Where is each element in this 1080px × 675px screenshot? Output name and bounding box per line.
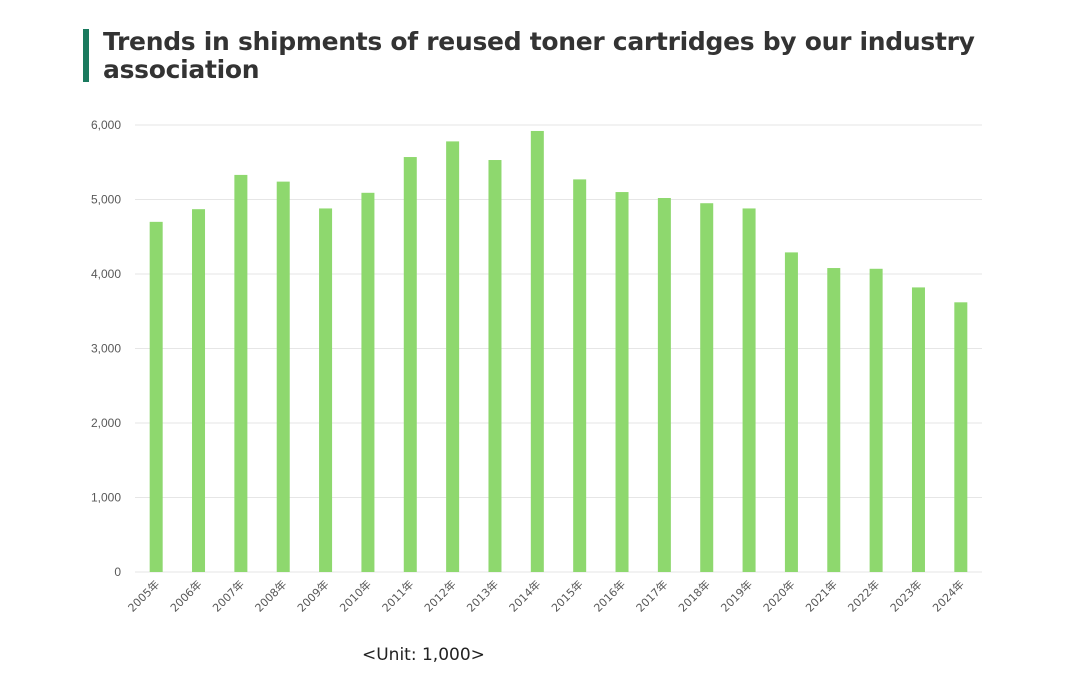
y-tick-label: 4,000 — [91, 267, 121, 281]
bar — [657, 198, 671, 572]
bar — [403, 157, 417, 572]
x-tick-label: 2014年 — [506, 577, 543, 614]
y-tick-label: 0 — [114, 565, 121, 579]
x-tick-label: 2016年 — [591, 577, 628, 614]
x-tick-label: 2024年 — [929, 577, 966, 614]
bar — [530, 130, 544, 572]
chart-title: Trends in shipments of reused toner cart… — [103, 27, 975, 84]
bar — [234, 174, 248, 573]
x-tick-label: 2020年 — [760, 577, 797, 614]
y-tick-label: 3,000 — [91, 342, 121, 356]
x-tick-label: 2023年 — [887, 577, 924, 614]
x-tick-label: 2017年 — [633, 577, 670, 614]
x-tick-label: 2019年 — [718, 577, 755, 614]
x-tick-label: 2007年 — [210, 577, 247, 614]
x-tick-label: 2006年 — [167, 577, 204, 614]
x-tick-label: 2008年 — [252, 577, 289, 614]
y-tick-label: 2,000 — [91, 416, 121, 430]
bar — [361, 192, 375, 573]
x-tick-label: 2013年 — [464, 577, 501, 614]
y-tick-label: 5,000 — [91, 193, 121, 207]
bar — [954, 302, 968, 572]
bar — [742, 208, 756, 572]
x-tick-label: 2018年 — [675, 577, 712, 614]
bar — [869, 268, 883, 572]
bar — [615, 192, 629, 573]
y-tick-label: 6,000 — [91, 118, 121, 132]
x-tick-label: 2015年 — [548, 577, 585, 614]
bar — [446, 141, 460, 572]
bar — [784, 252, 798, 572]
bar — [827, 268, 841, 572]
bar — [911, 287, 925, 572]
x-tick-label: 2009年 — [294, 577, 331, 614]
bar — [700, 203, 714, 572]
bar — [276, 181, 290, 572]
bar — [488, 160, 502, 572]
bar — [192, 209, 206, 572]
y-tick-label: 1,000 — [91, 491, 121, 505]
x-tick-label: 2022年 — [845, 577, 882, 614]
x-tick-label: 2010年 — [337, 577, 374, 614]
bar — [319, 208, 333, 572]
bar — [573, 179, 587, 572]
x-tick-label: 2005年 — [125, 577, 162, 614]
bar — [149, 221, 163, 572]
title-accent-bar — [83, 29, 89, 82]
x-tick-label: 2011年 — [379, 577, 416, 614]
x-tick-label: 2012年 — [421, 577, 458, 614]
unit-note: <Unit: 1,000> — [362, 645, 485, 665]
x-tick-label: 2021年 — [802, 577, 839, 614]
